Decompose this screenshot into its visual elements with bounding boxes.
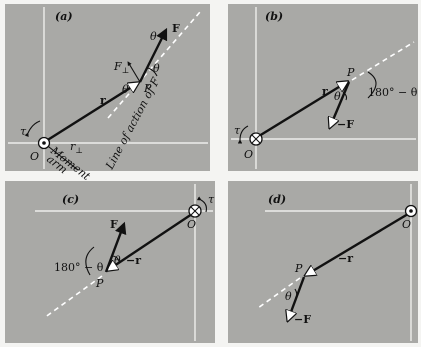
theta-arc-b bbox=[342, 91, 348, 101]
minus-F-vector bbox=[330, 81, 351, 127]
F-perp-vector bbox=[127, 61, 141, 83]
r-label: r bbox=[322, 85, 328, 98]
theta-label-3: θ bbox=[122, 83, 129, 96]
tau-label: τ bbox=[234, 124, 241, 137]
minus-F-label: −F bbox=[337, 118, 354, 131]
panel-d-background bbox=[228, 181, 418, 343]
tau-label: τ bbox=[20, 125, 27, 138]
F-label: F bbox=[110, 218, 118, 231]
r-vector bbox=[45, 83, 138, 143]
panel-c: (c) F τ O 180° − θ θ −r P bbox=[5, 181, 215, 343]
minus-r-label: −r bbox=[338, 252, 353, 265]
line-extension bbox=[351, 41, 415, 81]
point-P-label: P bbox=[143, 82, 152, 95]
r-perp-label: r⊥ bbox=[70, 140, 83, 155]
cross-icon-stroke-2 bbox=[190, 206, 200, 216]
angle-label: 180° − θ bbox=[368, 86, 418, 99]
r-label: r bbox=[100, 94, 106, 107]
theta-label-1: θ bbox=[150, 30, 157, 43]
panel-a: (a) F F⊥ θ θ θ P r τ O r⊥ Momentarm Line… bbox=[5, 4, 210, 183]
theta-label: θ bbox=[285, 290, 292, 303]
F-label: F bbox=[172, 22, 180, 35]
cross-icon-stroke-2 bbox=[251, 134, 261, 144]
F-perp-label: F⊥ bbox=[113, 60, 129, 75]
F-vector bbox=[138, 27, 168, 83]
F-vector bbox=[104, 221, 127, 273]
line-extension bbox=[43, 275, 103, 319]
theta-arc-c bbox=[111, 255, 120, 262]
angle-arc-b bbox=[367, 71, 377, 99]
r-vector bbox=[258, 82, 347, 138]
minus-r-vector bbox=[108, 213, 193, 270]
minus-r-label: −r bbox=[126, 254, 141, 267]
angle-label: 180° − θ bbox=[54, 261, 104, 274]
pivot-dot-icon bbox=[42, 141, 46, 145]
origin-O-label: O bbox=[244, 148, 253, 161]
panel-d: (d) O P −r θ −F bbox=[228, 181, 418, 343]
point-P-label: P bbox=[294, 262, 303, 275]
theta-label: θ bbox=[334, 90, 341, 103]
origin-O-label: O bbox=[30, 150, 39, 163]
panel-d-tag: (d) bbox=[268, 193, 286, 206]
minus-F-label: −F bbox=[294, 313, 311, 326]
minus-r-vector bbox=[306, 212, 409, 275]
torque-arc-c bbox=[196, 196, 207, 213]
point-P-label: P bbox=[346, 66, 355, 79]
theta-arc-a bbox=[147, 67, 158, 77]
panel-c-tag: (c) bbox=[62, 193, 79, 206]
torque-arc-a bbox=[24, 120, 41, 138]
pivot-dot-icon bbox=[409, 209, 413, 213]
theta-label: θ bbox=[114, 254, 121, 267]
panel-b: (b) P r θ 180° − θ −F τ O bbox=[228, 4, 418, 171]
origin-O-label: O bbox=[187, 218, 196, 231]
theta-label-2: θ bbox=[153, 62, 160, 75]
moment-arm-line bbox=[43, 142, 79, 171]
angle-arc-c bbox=[85, 246, 95, 276]
torque-arc-b bbox=[237, 125, 249, 144]
origin-O-label: O bbox=[402, 218, 411, 231]
minus-F-vector bbox=[288, 276, 306, 320]
tau-label: τ bbox=[208, 193, 215, 206]
point-P-label: P bbox=[95, 277, 104, 290]
panel-b-tag: (b) bbox=[265, 10, 283, 23]
panel-a-tag: (a) bbox=[55, 10, 73, 23]
theta-arc-d bbox=[294, 288, 298, 299]
